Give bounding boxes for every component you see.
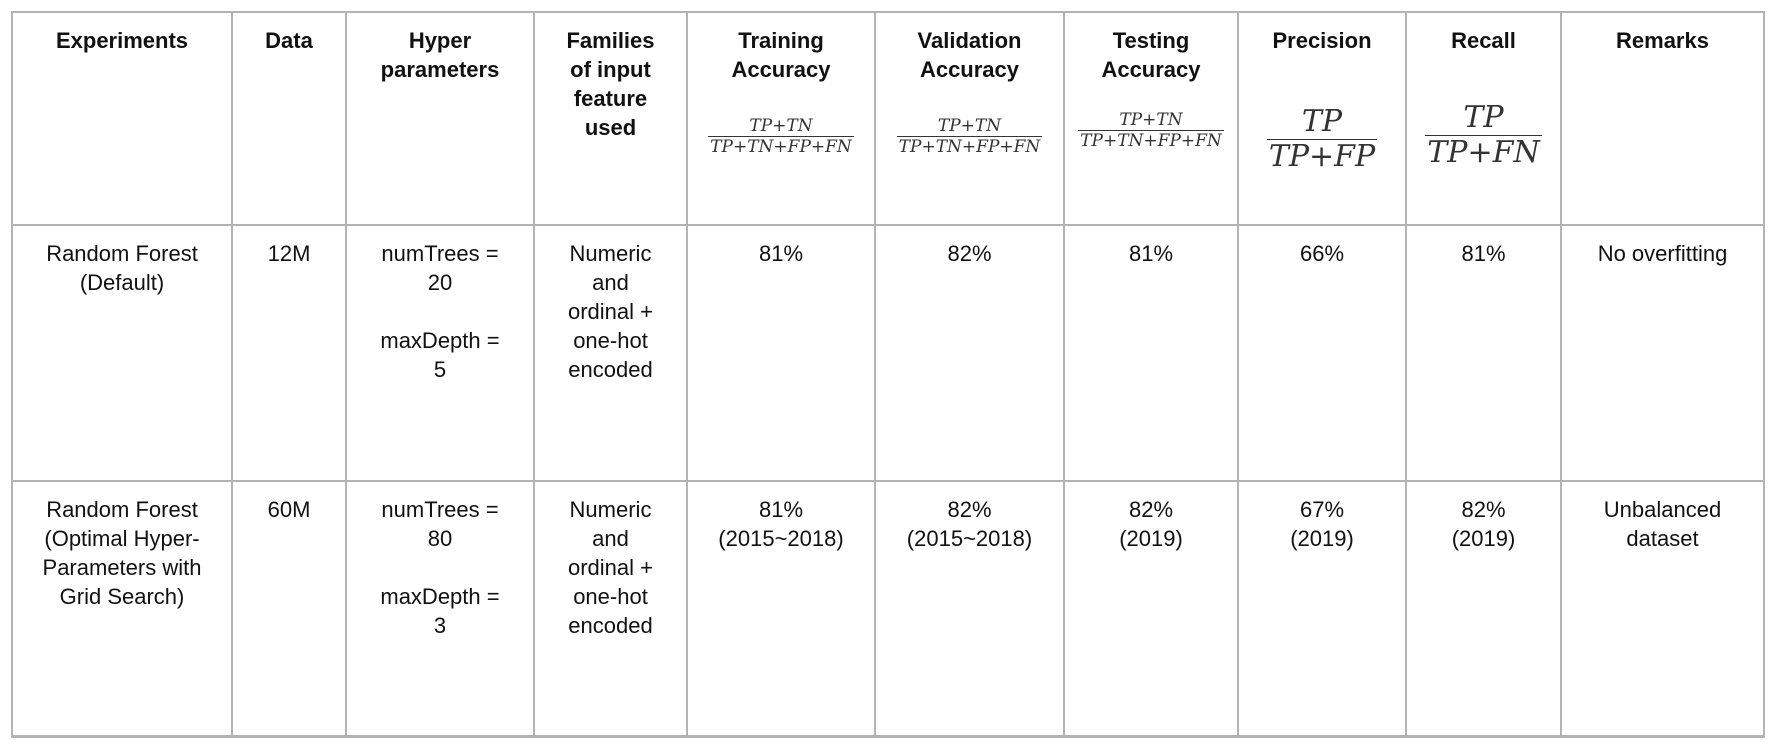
validation-formula: TP+TN TP+TN+FP+FN [897, 116, 1043, 157]
header-precision: Precision TP TP+FP [1238, 12, 1406, 225]
cell-validation-accuracy: 82% (2015~2018) [875, 481, 1064, 737]
cell-hyper-parameters: numTrees = 80 maxDepth = 3 [346, 481, 534, 737]
cell-precision: 66% [1238, 225, 1406, 481]
table-row: Random Forest (Default) 12M numTrees = 2… [12, 225, 1764, 481]
cell-experiment: Random Forest (Default) [12, 225, 232, 481]
cell-families: Numeric and ordinal + one-hot encoded [534, 225, 687, 481]
header-training-accuracy: Training Accuracy TP+TN TP+TN+FP+FN [687, 12, 875, 225]
header-row: Experiments Data Hyper parameters Famili… [12, 12, 1764, 225]
cell-hyper-parameters: numTrees = 20 maxDepth = 5 [346, 225, 534, 481]
header-testing-accuracy: Testing Accuracy TP+TN TP+TN+FP+FN [1064, 12, 1238, 225]
header-remarks: Remarks [1561, 12, 1764, 225]
table-bottom-divider [11, 735, 1763, 737]
header-experiments: Experiments [12, 12, 232, 225]
cell-testing-accuracy: 82% (2019) [1064, 481, 1238, 737]
cell-remarks: No overfitting [1561, 225, 1764, 481]
cell-precision: 67% (2019) [1238, 481, 1406, 737]
table-row: Random Forest (Optimal Hyper- Parameters… [12, 481, 1764, 737]
header-recall: Recall TP TP+FN [1406, 12, 1561, 225]
cell-training-accuracy: 81% [687, 225, 875, 481]
cell-validation-accuracy: 82% [875, 225, 1064, 481]
results-table-container: Experiments Data Hyper parameters Famili… [11, 11, 1765, 738]
header-validation-accuracy: Validation Accuracy TP+TN TP+TN+FP+FN [875, 12, 1064, 225]
cell-data: 12M [232, 225, 346, 481]
cell-remarks: Unbalanced dataset [1561, 481, 1764, 737]
header-data: Data [232, 12, 346, 225]
testing-formula: TP+TN TP+TN+FP+FN [1078, 110, 1224, 151]
training-formula: TP+TN TP+TN+FP+FN [708, 116, 854, 157]
cell-experiment: Random Forest (Optimal Hyper- Parameters… [12, 481, 232, 737]
cell-recall: 81% [1406, 225, 1561, 481]
header-hyper-parameters: Hyper parameters [346, 12, 534, 225]
recall-formula: TP TP+FN [1425, 101, 1541, 170]
results-table: Experiments Data Hyper parameters Famili… [11, 11, 1765, 738]
precision-formula: TP TP+FP [1267, 105, 1377, 174]
header-families: Families of input feature used [534, 12, 687, 225]
cell-recall: 82% (2019) [1406, 481, 1561, 737]
cell-training-accuracy: 81% (2015~2018) [687, 481, 875, 737]
cell-data: 60M [232, 481, 346, 737]
cell-testing-accuracy: 81% [1064, 225, 1238, 481]
cell-families: Numeric and ordinal + one-hot encoded [534, 481, 687, 737]
